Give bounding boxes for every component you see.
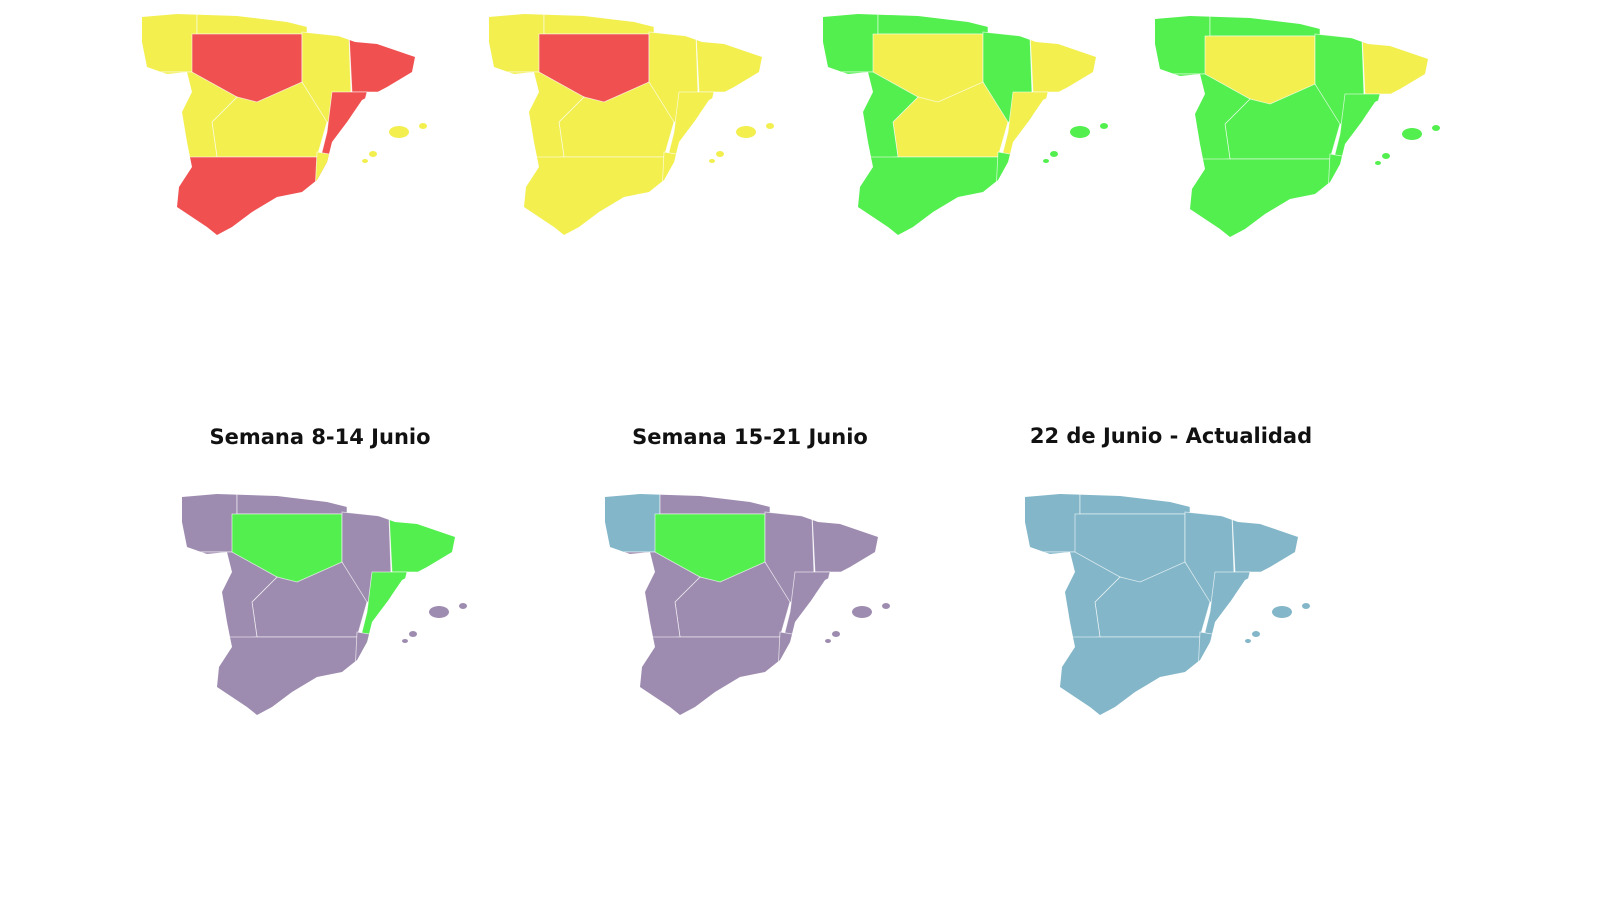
region (354, 631, 388, 683)
island (1402, 128, 1422, 140)
island (459, 603, 467, 609)
island (1432, 125, 1440, 131)
region (811, 511, 878, 573)
region (1327, 153, 1361, 205)
region (1025, 494, 1081, 553)
mainland (1155, 16, 1428, 237)
island (766, 123, 774, 129)
region (489, 156, 685, 235)
region (605, 636, 801, 715)
region (1025, 636, 1221, 715)
spain-map (1155, 16, 1440, 237)
island (409, 631, 417, 637)
map-title: 22 de Junio - Actualidad (1030, 424, 1312, 448)
region (661, 151, 695, 203)
mainland (823, 14, 1096, 235)
island (832, 631, 840, 637)
region (1029, 31, 1096, 93)
region (659, 494, 771, 515)
region (823, 156, 1019, 235)
map-title: Semana 15-21 Junio (632, 425, 868, 449)
region (1197, 631, 1231, 683)
region (777, 631, 811, 683)
mainland (142, 14, 415, 235)
island (1375, 161, 1381, 165)
island (825, 639, 831, 643)
region (605, 494, 661, 553)
region (1155, 16, 1211, 75)
region (1155, 158, 1351, 237)
region (182, 494, 238, 553)
island (1245, 639, 1251, 643)
spain-map (605, 494, 890, 715)
island (852, 606, 872, 618)
map-title: Semana 8-14 Junio (209, 425, 430, 449)
region (142, 156, 338, 235)
island (1382, 153, 1390, 159)
region (877, 14, 989, 35)
island (1043, 159, 1049, 163)
region (695, 31, 762, 93)
region (348, 31, 415, 93)
island (882, 603, 890, 609)
region (543, 14, 655, 35)
region (314, 151, 348, 203)
island (736, 126, 756, 138)
spain-map (182, 494, 467, 715)
region (182, 636, 378, 715)
region (196, 14, 308, 35)
island (402, 639, 408, 643)
mainland (489, 14, 762, 235)
region (142, 14, 198, 73)
island (362, 159, 368, 163)
mainland (1025, 494, 1298, 715)
region (1231, 511, 1298, 573)
mainland (182, 494, 455, 715)
island (1252, 631, 1260, 637)
region (823, 14, 879, 73)
spain-map (142, 14, 427, 235)
island (709, 159, 715, 163)
region (1079, 494, 1191, 515)
island (369, 151, 377, 157)
island (1100, 123, 1108, 129)
mainland (605, 494, 878, 715)
island (389, 126, 409, 138)
island (1050, 151, 1058, 157)
region (995, 151, 1029, 203)
region (1209, 16, 1321, 37)
island (1272, 606, 1292, 618)
region (236, 494, 348, 515)
island (716, 151, 724, 157)
spain-map (1025, 494, 1310, 715)
region (489, 14, 545, 73)
spain-map (489, 14, 774, 235)
island (429, 606, 449, 618)
island (1302, 603, 1310, 609)
spain-map (823, 14, 1108, 235)
region (388, 511, 455, 573)
island (419, 123, 427, 129)
island (1070, 126, 1090, 138)
region (1361, 33, 1428, 95)
